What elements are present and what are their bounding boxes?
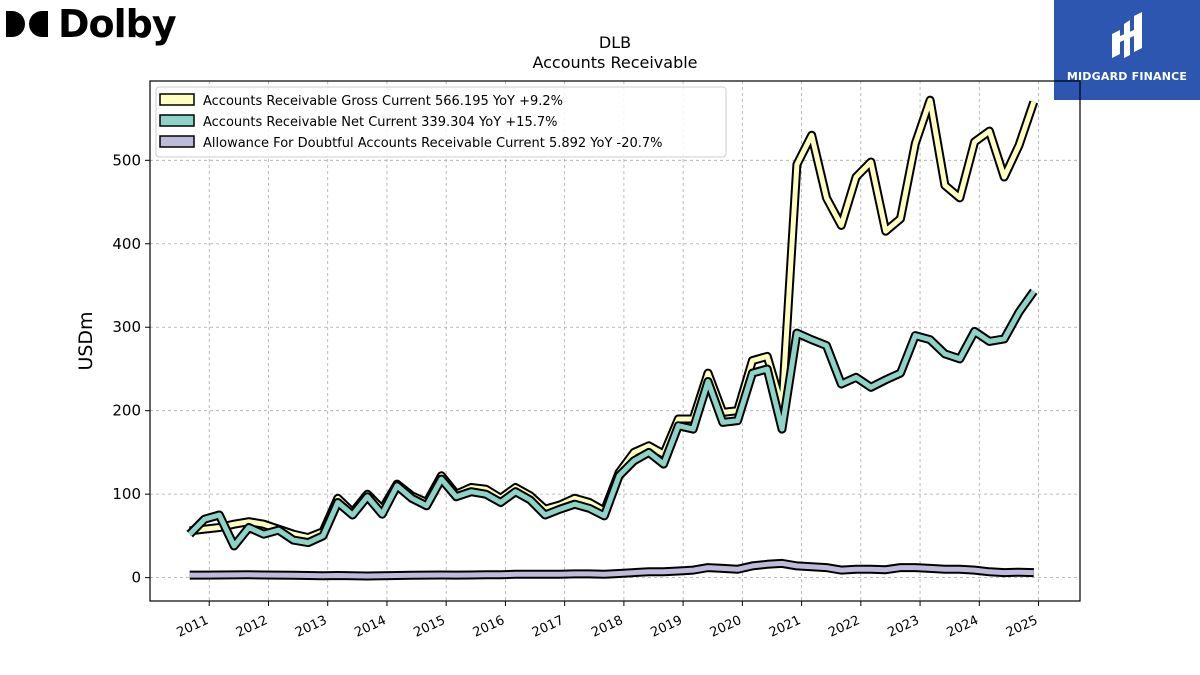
- midgard-logo-text: MIDGARD FINANCE: [1066, 70, 1188, 83]
- y-tick-label: 400: [112, 235, 141, 253]
- x-tick-label: 2019: [648, 613, 684, 641]
- legend-box: [155, 86, 727, 158]
- x-tick-label: 2015: [412, 613, 448, 641]
- legend-swatch-net: [159, 114, 195, 127]
- series-allowance: [189, 558, 1034, 581]
- plot-frame: [149, 80, 1081, 602]
- dolby-double-d-icon: [6, 11, 48, 37]
- x-tick-label: 2023: [885, 613, 921, 641]
- legend-swatch-allowance: [159, 135, 195, 148]
- x-tick-label: 2017: [530, 613, 566, 641]
- midgard-emblem-icon: [1112, 12, 1142, 58]
- x-tick-label: 2016: [471, 613, 507, 641]
- x-tick-label: 2018: [589, 613, 625, 641]
- legend-label-net: Accounts Receivable Net Current 339.304 …: [203, 115, 558, 130]
- y-tick-label: 300: [112, 318, 141, 336]
- series-line-outline-net: [186, 288, 1038, 551]
- y-tick-label: 0: [131, 569, 141, 587]
- series-line-outline-gross: [189, 95, 1039, 543]
- series-line-allowance: [189, 560, 1034, 579]
- x-tick-label: 2014: [352, 613, 388, 641]
- midgard-finance-logo: MIDGARD FINANCE: [1054, 0, 1200, 100]
- legend-swatch-gross: [159, 93, 195, 106]
- series-net: [186, 288, 1038, 551]
- legend: Accounts Receivable Gross Current 566.19…: [155, 86, 727, 158]
- y-axis-label: USDm: [75, 311, 97, 370]
- x-tick-label: 2024: [945, 613, 981, 641]
- x-tick-label: 2021: [767, 613, 803, 641]
- legend-label-allowance: Allowance For Doubtful Accounts Receivab…: [203, 136, 663, 151]
- y-tick-label: 500: [112, 151, 141, 169]
- dolby-logo: Dolby: [4, 2, 177, 46]
- dolby-logo-text: Dolby: [58, 2, 177, 46]
- chart-subtitle: Accounts Receivable: [532, 53, 697, 72]
- y-tick-label: 100: [112, 485, 141, 503]
- x-tick-label: 2013: [293, 613, 329, 641]
- chart-title: DLB: [599, 33, 631, 52]
- x-tick-label: 2011: [175, 613, 211, 641]
- x-tick-label: 2022: [826, 613, 862, 641]
- series-lines: [186, 95, 1039, 581]
- legend-label-gross: Accounts Receivable Gross Current 566.19…: [203, 94, 563, 109]
- y-tick-label: 200: [112, 402, 141, 420]
- series-gross: [189, 95, 1039, 543]
- series-line-net: [187, 289, 1036, 549]
- x-tick-label: 2012: [234, 613, 270, 641]
- x-tick-label: 2025: [1004, 613, 1040, 641]
- x-tick-label: 2020: [708, 613, 744, 641]
